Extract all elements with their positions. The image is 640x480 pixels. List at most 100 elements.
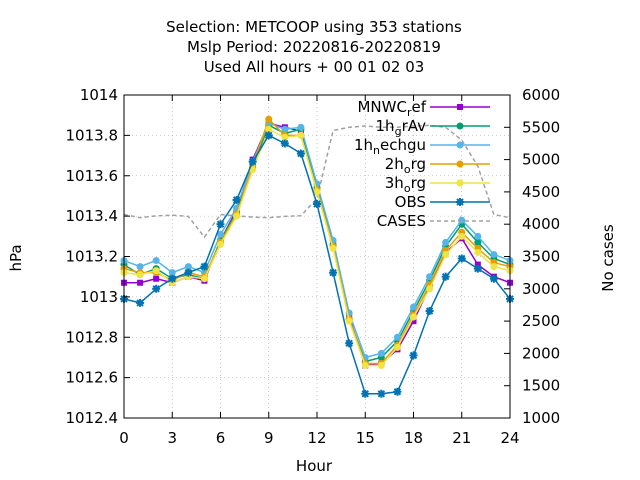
x-axis-label: Hour bbox=[296, 457, 333, 475]
data-point bbox=[441, 272, 450, 281]
title-line-2: Mslp Period: 20220816-20220819 bbox=[187, 38, 441, 56]
y-tick-label: 1012.8 bbox=[66, 328, 119, 346]
y-tick-label: 1013.8 bbox=[66, 126, 119, 144]
series-2h-org bbox=[120, 115, 514, 367]
data-point bbox=[489, 274, 498, 283]
data-point bbox=[393, 333, 401, 341]
x-tick-label: 18 bbox=[404, 429, 423, 447]
data-point bbox=[296, 149, 305, 158]
data-point bbox=[361, 389, 370, 398]
data-point bbox=[297, 123, 305, 131]
cases-series bbox=[123, 124, 511, 239]
data-point bbox=[233, 212, 241, 220]
x-tick-label: 24 bbox=[500, 429, 519, 447]
y-tick-label: 1012.6 bbox=[66, 369, 119, 387]
marker-stroke bbox=[152, 285, 160, 293]
y2-tick-label: 1000 bbox=[522, 409, 560, 427]
marker-stroke bbox=[409, 351, 418, 360]
legend-marker bbox=[456, 198, 464, 206]
y-tick-label: 1013.2 bbox=[66, 248, 119, 266]
data-point bbox=[313, 200, 321, 209]
data-point bbox=[426, 273, 434, 281]
legend-marker bbox=[456, 141, 464, 149]
data-point bbox=[232, 195, 241, 204]
legend-label: 3horg bbox=[385, 174, 426, 195]
data-point bbox=[442, 250, 450, 258]
data-point bbox=[184, 263, 192, 271]
data-point bbox=[136, 263, 144, 271]
ticks: 0 3 6 9 12 15 18 21 24 1012.4 1012.6 1012.8 1013 1013… bbox=[66, 86, 561, 447]
legend-entry: MNWCref bbox=[357, 98, 490, 119]
data-point bbox=[168, 269, 176, 277]
marker-stroke bbox=[345, 339, 353, 348]
marker-stroke bbox=[216, 220, 225, 228]
x-tick-label: 15 bbox=[356, 429, 375, 447]
grid bbox=[124, 95, 510, 418]
series-layer bbox=[120, 115, 514, 398]
legend-label: OBS bbox=[395, 193, 426, 211]
legend-entry: CASES bbox=[377, 212, 490, 230]
legend-entry: 1hgrAv bbox=[376, 117, 490, 138]
legend-label: CASES bbox=[377, 212, 426, 230]
data-point bbox=[248, 157, 257, 166]
data-point bbox=[329, 244, 337, 252]
marker-stroke bbox=[232, 196, 241, 204]
data-point bbox=[490, 250, 498, 258]
data-point bbox=[410, 303, 417, 311]
data-point bbox=[377, 349, 385, 357]
y2-tick-label: 5000 bbox=[522, 151, 560, 169]
chart-title: Selection: METCOOP using 353 stations Ms… bbox=[166, 18, 462, 76]
marker-stroke bbox=[297, 149, 305, 158]
marker-stroke bbox=[329, 268, 337, 277]
legend-label: MNWCref bbox=[357, 98, 426, 119]
marker-stroke bbox=[168, 274, 176, 283]
y-tick-label: 1012.4 bbox=[66, 409, 119, 427]
data-point bbox=[152, 257, 160, 265]
data-point bbox=[217, 230, 224, 238]
y-axis-label: hPa bbox=[7, 244, 25, 271]
legend-entry: 1hnechgu bbox=[354, 136, 490, 157]
legend-label: 1hgrAv bbox=[376, 117, 427, 138]
data-point bbox=[217, 240, 224, 248]
marker-stroke bbox=[313, 200, 321, 208]
data-point bbox=[136, 271, 144, 279]
y-tick-label: 1013.6 bbox=[66, 167, 119, 185]
data-point bbox=[216, 220, 225, 229]
legend-entry: OBS bbox=[395, 193, 490, 211]
x-tick-label: 21 bbox=[452, 429, 471, 447]
data-point bbox=[474, 261, 481, 268]
y2-tick-label: 4000 bbox=[522, 215, 560, 233]
y2-tick-label: 2500 bbox=[522, 312, 560, 330]
data-point bbox=[329, 268, 338, 277]
y-tick-label: 1013 bbox=[80, 288, 118, 306]
y2-tick-label: 6000 bbox=[522, 86, 560, 104]
marker-stroke bbox=[265, 131, 273, 140]
legend-marker bbox=[456, 122, 464, 130]
data-point bbox=[153, 275, 160, 282]
x-tick-label: 9 bbox=[264, 429, 274, 447]
data-point bbox=[184, 268, 193, 277]
data-point bbox=[152, 267, 160, 275]
data-point bbox=[152, 284, 161, 293]
data-point bbox=[313, 188, 321, 196]
data-point bbox=[345, 339, 354, 348]
data-point bbox=[345, 317, 353, 325]
data-point bbox=[200, 275, 208, 283]
data-point bbox=[442, 238, 450, 246]
marker-stroke bbox=[456, 198, 464, 206]
data-point bbox=[458, 232, 466, 240]
legend-label: 1hnechgu bbox=[354, 136, 426, 157]
data-point bbox=[280, 139, 289, 148]
legend-entry: 3horg bbox=[385, 174, 490, 195]
data-point bbox=[281, 125, 289, 133]
y2-axis-label: No cases bbox=[599, 224, 617, 292]
legend-marker bbox=[456, 179, 464, 187]
x-tick-label: 6 bbox=[216, 429, 226, 447]
data-point bbox=[490, 263, 498, 271]
legend-label: 2horg bbox=[385, 155, 426, 176]
marker-stroke bbox=[281, 139, 289, 148]
marker-stroke bbox=[458, 254, 466, 263]
y-tick-label: 1013.4 bbox=[66, 207, 119, 225]
